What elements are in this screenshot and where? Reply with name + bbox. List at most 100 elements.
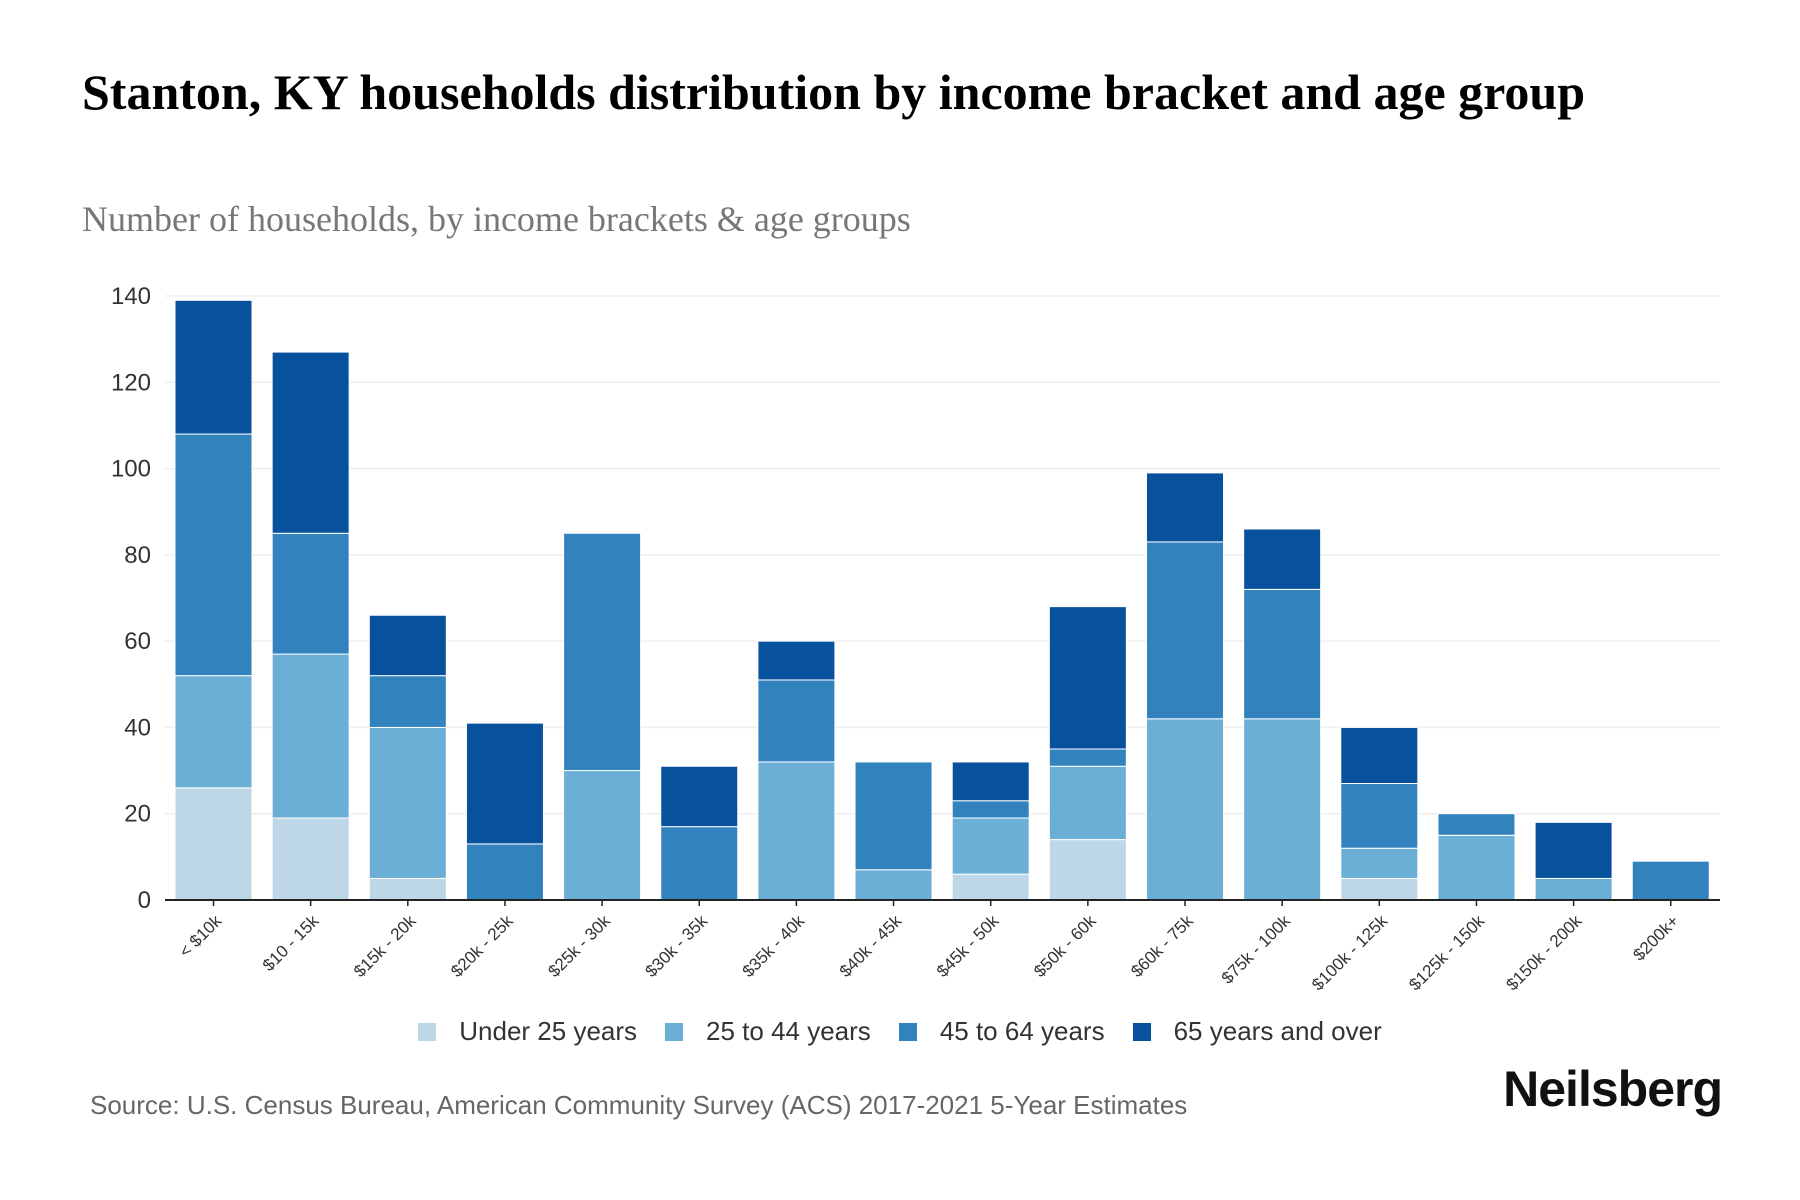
legend-label-25-44: 25 to 44 years	[706, 1016, 871, 1046]
bar-stack	[563, 532, 642, 901]
bar-segment[interactable]	[368, 877, 447, 901]
bar-segment[interactable]	[271, 817, 350, 901]
bar-stack	[854, 761, 933, 901]
legend-swatch-25-44	[665, 1022, 684, 1041]
bar-segment[interactable]	[1146, 541, 1224, 720]
bar-stack	[1146, 472, 1224, 901]
x-tick-label: $35k - 40k	[739, 911, 809, 981]
bar-segment[interactable]	[1243, 718, 1322, 901]
legend: Under 25 years 25 to 44 years 45 to 64 y…	[0, 1016, 1800, 1047]
legend-item-25-44[interactable]: 25 to 44 years	[665, 1016, 871, 1047]
bar-segment[interactable]	[1048, 748, 1127, 767]
x-tick-label: $25k - 30k	[544, 911, 614, 981]
bar-stack	[174, 299, 253, 901]
y-tick-label: 60	[124, 628, 151, 655]
legend-item-under-25[interactable]: Under 25 years	[418, 1016, 637, 1047]
y-tick-label: 40	[124, 714, 151, 741]
y-tick-label: 140	[111, 283, 151, 310]
bar-segment[interactable]	[465, 722, 544, 845]
bar-segment[interactable]	[1340, 726, 1419, 785]
bar-segment[interactable]	[271, 351, 350, 534]
x-tick-label: $15k - 20k	[350, 911, 420, 981]
y-tick-label: 120	[111, 369, 151, 396]
legend-item-45-64[interactable]: 45 to 64 years	[898, 1016, 1105, 1047]
x-tick-label: $150k - 200k	[1502, 911, 1585, 994]
chart-subtitle: Number of households, by income brackets…	[82, 199, 911, 239]
bar-segment[interactable]	[1534, 877, 1613, 901]
bar-segment[interactable]	[563, 532, 642, 772]
bar-segment[interactable]	[271, 653, 350, 819]
bar-segment[interactable]	[1146, 472, 1224, 543]
bar-segment[interactable]	[854, 761, 933, 871]
bar-segment[interactable]	[757, 679, 836, 763]
bar-segment[interactable]	[757, 640, 836, 681]
bar-segment[interactable]	[174, 299, 253, 435]
x-tick-label: < $10k	[175, 911, 225, 961]
bar-segment[interactable]	[951, 873, 1030, 901]
x-tick-label: $40k - 45k	[836, 911, 906, 981]
chart-plot: 0 20 40 60 80 100 120 140 < $10k $10 - 15k $15k -…	[111, 283, 1720, 994]
x-tick-label: $60k - 75k	[1127, 911, 1197, 981]
bar-stack	[465, 722, 544, 901]
bar-segment[interactable]	[1243, 588, 1322, 720]
bar-segment[interactable]	[951, 761, 1030, 802]
legend-swatch-45-64	[898, 1022, 917, 1041]
x-tick-label: $50k - 60k	[1030, 911, 1100, 981]
bar-segment[interactable]	[1243, 528, 1322, 590]
bar-segment[interactable]	[465, 843, 544, 901]
bar-segment[interactable]	[271, 532, 350, 655]
bar-segment[interactable]	[951, 817, 1030, 875]
bar-segment[interactable]	[951, 800, 1030, 819]
bar-segment[interactable]	[854, 869, 933, 901]
bar-stack	[951, 761, 1030, 901]
y-tick-label: 100	[111, 456, 151, 483]
x-tick-label: $125k - 150k	[1405, 911, 1488, 994]
chart-title: Stanton, KY households distribution by i…	[82, 64, 1586, 120]
bar-segment[interactable]	[1437, 834, 1516, 901]
x-tick-label: $45k - 50k	[933, 911, 1003, 981]
y-tick-label: 80	[124, 542, 151, 569]
bar-segment[interactable]	[660, 826, 739, 901]
bar-stack	[1437, 813, 1516, 901]
x-tick-label: $20k - 25k	[447, 911, 517, 981]
bar-segment[interactable]	[174, 787, 253, 901]
bar-stack	[368, 614, 447, 901]
bar-stack	[1048, 606, 1127, 901]
x-tick-label: $75k - 100k	[1218, 911, 1295, 988]
bar-stack	[271, 351, 350, 901]
legend-label-45-64: 45 to 64 years	[939, 1016, 1105, 1046]
legend-item-65-over[interactable]: 65 years and over	[1132, 1016, 1382, 1047]
bar-segment[interactable]	[563, 770, 642, 901]
bar-stack	[1534, 821, 1613, 901]
bar-segment[interactable]	[1340, 783, 1419, 849]
source-note: Source: U.S. Census Bureau, American Com…	[90, 1090, 1188, 1120]
brand-logo[interactable]: Neilsberg	[1503, 1061, 1723, 1117]
bar-segment[interactable]	[368, 726, 447, 879]
legend-swatch-under-25	[418, 1022, 437, 1041]
bar-segment[interactable]	[757, 761, 836, 901]
bar-stack	[757, 640, 836, 901]
x-tick-label: $100k - 125k	[1308, 911, 1391, 994]
bar-segment[interactable]	[174, 675, 253, 789]
bar-segment[interactable]	[1437, 813, 1516, 836]
legend-label-65-over: 65 years and over	[1173, 1016, 1382, 1046]
bar-segment[interactable]	[1048, 765, 1127, 841]
bar-segment[interactable]	[1340, 877, 1419, 901]
x-axis-ticks: < $10k $10 - 15k $15k - 20k $20k - 25k $25k …	[175, 900, 1683, 994]
bar-segment[interactable]	[1631, 860, 1710, 901]
bar-segment[interactable]	[1048, 606, 1127, 750]
y-tick-label: 20	[124, 801, 151, 828]
bar-segment[interactable]	[368, 675, 447, 728]
bar-segment[interactable]	[174, 433, 253, 677]
bar-stack	[1340, 726, 1419, 901]
bar-stack	[1243, 528, 1322, 901]
bar-segment[interactable]	[368, 614, 447, 677]
bar-segment[interactable]	[1534, 821, 1613, 879]
bar-segment[interactable]	[1048, 839, 1127, 901]
x-tick-label: $10 - 15k	[259, 911, 323, 975]
bar-segment[interactable]	[660, 765, 739, 828]
legend-swatch-65-over	[1132, 1022, 1151, 1041]
bar-segment[interactable]	[1146, 718, 1224, 901]
bar-segment[interactable]	[1340, 847, 1419, 879]
y-tick-label: 0	[138, 887, 151, 914]
